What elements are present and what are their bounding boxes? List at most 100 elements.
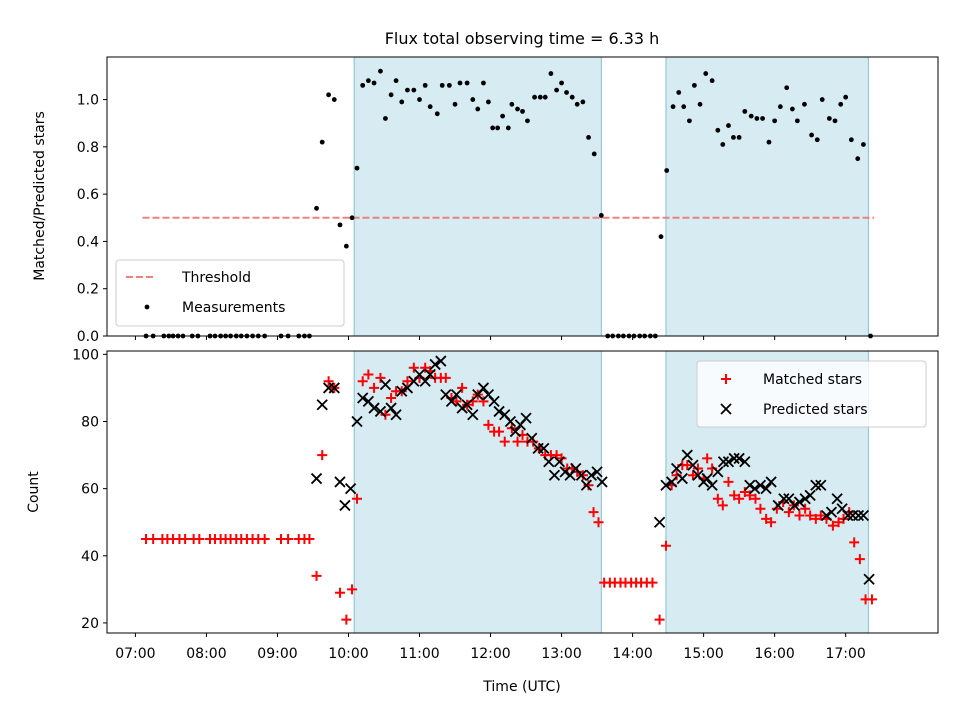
measurement-point (360, 82, 366, 88)
measurement-point (720, 142, 726, 147)
measurement-point (354, 165, 360, 171)
predicted-point (687, 459, 699, 471)
matched-point (408, 362, 419, 373)
bottom-axes-frame (106, 350, 939, 634)
measurement-point (697, 101, 703, 107)
measurement-point (548, 71, 554, 76)
matched-point (483, 419, 494, 430)
measurement-point (754, 116, 760, 121)
bottom-legend: Matched stars Predicted stars (696, 360, 927, 428)
matched-point (148, 534, 159, 544)
predicted-point (316, 399, 328, 411)
measurement-point (726, 123, 731, 128)
measurement-point (314, 205, 319, 211)
predicted-point (548, 469, 561, 481)
bottom-ytick-label: 100 (72, 347, 99, 363)
x-tick-label: 14:00 (612, 646, 652, 662)
measurement-point (439, 82, 445, 88)
predicted-point (765, 476, 777, 488)
matched-point (734, 493, 745, 504)
measurement-point (388, 92, 394, 98)
top-legend: Threshold Measurements (115, 259, 345, 327)
bottom-ytick-label: 20 (81, 616, 99, 632)
matched-point (380, 409, 391, 420)
matched-point (794, 510, 805, 521)
matched-point (771, 503, 782, 514)
matched-point (827, 520, 838, 531)
measurement-point (598, 213, 604, 218)
measurement-point (486, 99, 491, 105)
measurement-point (794, 118, 800, 124)
measurement-point (371, 80, 377, 86)
predicted-point (488, 395, 500, 407)
matched-point (494, 426, 505, 437)
matched-point (744, 490, 755, 501)
matched-point (386, 393, 397, 403)
predicted-point (419, 375, 431, 387)
predicted-point (385, 402, 397, 414)
x-tick-label: 09:00 (257, 646, 297, 662)
measurement-point (670, 104, 676, 110)
predicted-point (815, 479, 827, 491)
predicted-point (754, 479, 767, 491)
predicted-point (666, 476, 678, 488)
top-x-ticks (134, 336, 847, 340)
bottom-x-ticks: 07:00 08:00 09:00 10:00 11:00 12:00 13:00 14:00… (115, 633, 866, 662)
top-panel: 0.0 0.2 0.4 0.6 0.8 1.0 Matched/Predicted sta… (32, 56, 939, 345)
predicted-point (334, 476, 346, 488)
top-ytick-label: 0.6 (77, 187, 99, 203)
predicted-point (509, 425, 522, 438)
top-ytick-label: 0.0 (77, 329, 99, 345)
measurement-point (736, 134, 742, 140)
top-ytick-label: 1.0 (77, 93, 99, 109)
legend-measurements-swatch (144, 304, 150, 310)
predicted-point (857, 509, 870, 522)
bottom-legend-box (696, 360, 927, 428)
predicted-point (477, 382, 490, 394)
predicted-point (435, 355, 447, 367)
predicted-point (717, 456, 730, 468)
x-tick-label: 07:00 (115, 646, 155, 662)
predicted-point (852, 509, 865, 522)
matched-point (402, 376, 413, 387)
legend-predicted-swatch (720, 403, 732, 415)
measurement-point (586, 134, 591, 140)
predicted-point (467, 409, 479, 421)
predicted-point (559, 466, 571, 478)
predicted-point (445, 395, 458, 407)
bottom-panel: 20 40 60 80 100 07:00 08:00 09:00 10:00 11:00 12:… (26, 347, 939, 695)
measurement-point (343, 243, 349, 249)
predicted-point (676, 472, 688, 485)
matched-point (317, 450, 328, 461)
measurement-point (520, 108, 525, 114)
x-tick-label: 12:00 (470, 646, 510, 662)
measurement-point (809, 132, 814, 138)
predicted-point (706, 479, 718, 491)
measurement-point (446, 82, 452, 88)
predicted-point (670, 462, 683, 475)
x-tick-label: 15:00 (683, 646, 723, 662)
measurement-point (464, 80, 470, 86)
predicted-point (804, 489, 816, 501)
measurement-point (349, 215, 355, 221)
measurement-point (417, 97, 422, 102)
predicted-point (739, 456, 751, 468)
predicted-point (799, 493, 811, 505)
measurement-point (525, 118, 530, 124)
matched-point (341, 614, 352, 625)
predicted-point (374, 405, 387, 418)
predicted-point (591, 466, 603, 478)
predicted-stars-series (310, 355, 875, 585)
predicted-point (379, 378, 392, 391)
matched-point (478, 396, 489, 407)
matched-point (766, 517, 777, 528)
measurement-point (326, 92, 331, 98)
predicted-point (456, 402, 468, 414)
matched-point (499, 436, 510, 447)
measurement-point (337, 222, 343, 228)
legend-matched-label: Matched stars (763, 372, 862, 388)
x-tick-label: 11:00 (399, 646, 439, 662)
predicted-point (701, 472, 713, 485)
predicted-point (493, 405, 505, 418)
measurement-point (591, 151, 597, 157)
